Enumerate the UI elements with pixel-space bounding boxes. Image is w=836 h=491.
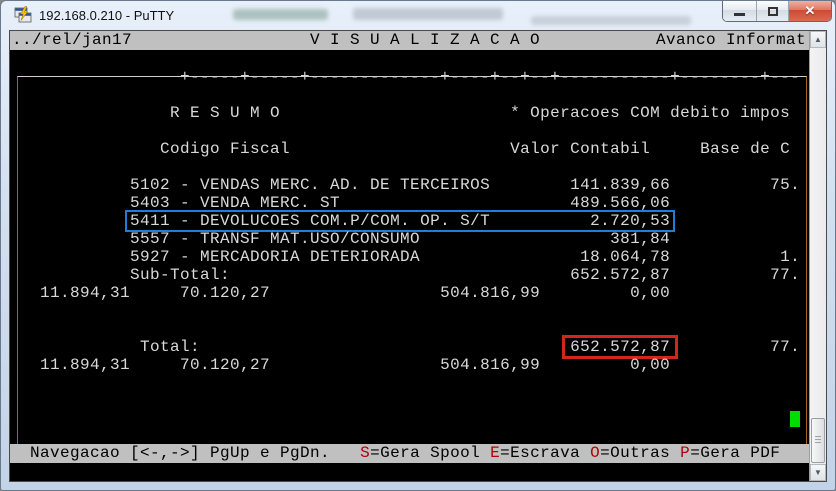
terminal-line-ruler: +-----+-----+-------------+----+--+--+--… [10,68,801,86]
scroll-down-icon: ▼ [814,468,822,477]
window-title: 192.168.0.210 - PuTTY [39,8,175,23]
row-indent: Total: [10,338,571,356]
terminal-line [10,374,809,392]
scroll-up-icon: ▲ [814,35,822,44]
putty-app-icon [14,6,32,23]
vertical-scrollbar[interactable]: ▲ ▼ [809,31,826,481]
key-hint-o-label: =Outras [600,444,681,462]
table-row-subtotal-continuation: 11.894,31 70.120,27 504.816,99 0,00 [10,284,671,302]
terminal-line-resumo: R E S U M O * Operacoes COM debito impos [10,104,791,122]
terminal-line [10,302,809,320]
terminal-line [10,158,809,176]
highlight-blue-box: 5411 - DEVOLUCOES COM.P/COM. OP. S/T 2.7… [127,212,673,230]
maximize-icon [767,6,778,16]
terminal-screen[interactable]: ../rel/jan17 V I S U A L I Z A C A O Ava… [10,31,809,481]
scrollbar-thumb[interactable] [811,418,825,463]
terminal-block-cursor [790,411,800,427]
table-row-5557: 5557 - TRANSF MAT.USO/CONSUMO 381,84 [10,230,671,248]
minimize-button[interactable] [723,1,757,21]
terminal-line [10,410,809,428]
key-hint-p: P [680,444,691,462]
report-path: ../rel/jan17 [12,31,133,49]
key-hint-e: E [490,444,501,462]
key-hint-s: S [360,444,371,462]
table-row-5102: 5102 - VENDAS MERC. AD. DE TERCEIROS 141… [10,176,801,194]
row-tail: 77. [670,338,801,356]
vendor-name: Avanco Informat [655,31,806,49]
title-bar[interactable]: 192.168.0.210 - PuTTY ✕ [1,1,835,30]
maximize-button[interactable] [757,1,789,21]
close-icon: ✕ [804,3,816,18]
key-hint-p-label: =Gera PDF [690,444,781,462]
terminal-line [10,50,809,68]
terminal-line [10,122,809,140]
caption-button-group: ✕ [722,1,832,22]
scrollbar-grip-icon [815,436,821,445]
terminal-client-area: ../rel/jan17 V I S U A L I Z A C A O Ava… [9,30,827,482]
screen-title: V I S U A L I Z A C A O [310,31,541,49]
key-hint-o: O [590,444,601,462]
table-row-total-continuation: 11.894,31 70.120,27 504.816,99 0,00 [10,356,671,374]
glass-ghost-smudge [233,9,328,20]
minimize-icon [734,12,745,16]
nav-help-text: Navegacao [<-,->] PgUp e PgDn. [30,444,361,462]
close-button[interactable]: ✕ [789,1,831,21]
table-row-total: Total: 652.572,87 77. [10,338,809,356]
scroll-down-button[interactable]: ▼ [810,464,826,481]
table-row-5411: 5411 - DEVOLUCOES COM.P/COM. OP. S/T 2.7… [10,212,809,230]
terminal-line [10,86,809,104]
report-body: +-----+-----+-------------+----+--+--+--… [10,50,809,457]
key-hint-e-label: =Escrava [500,444,591,462]
terminal-header-bar: ../rel/jan17 V I S U A L I Z A C A O Ava… [10,31,809,50]
glass-ghost-smudge [531,16,691,25]
highlight-red-box: 652.572,87 [565,338,675,356]
table-row-5927: 5927 - MERCADORIA DETERIORADA 18.064,78 … [10,248,801,266]
terminal-line-column-headers: Codigo Fiscal Valor Contabil Base de C [10,140,791,158]
terminal-line [10,320,809,338]
glass-ghost-smudge [353,8,503,20]
table-row-subtotal: Sub-Total: 652.572,87 77. [10,266,801,284]
key-hint-s-label: =Gera Spool [370,444,491,462]
table-row-5403: 5403 - VENDA MERC. ST 489.566,06 [10,194,671,212]
terminal-line [10,392,809,410]
scroll-up-button[interactable]: ▲ [810,31,826,48]
terminal-status-bar: Navegacao [<-,->] PgUp e PgDn. S=Gera Sp… [10,444,809,463]
row-indent [10,212,130,230]
